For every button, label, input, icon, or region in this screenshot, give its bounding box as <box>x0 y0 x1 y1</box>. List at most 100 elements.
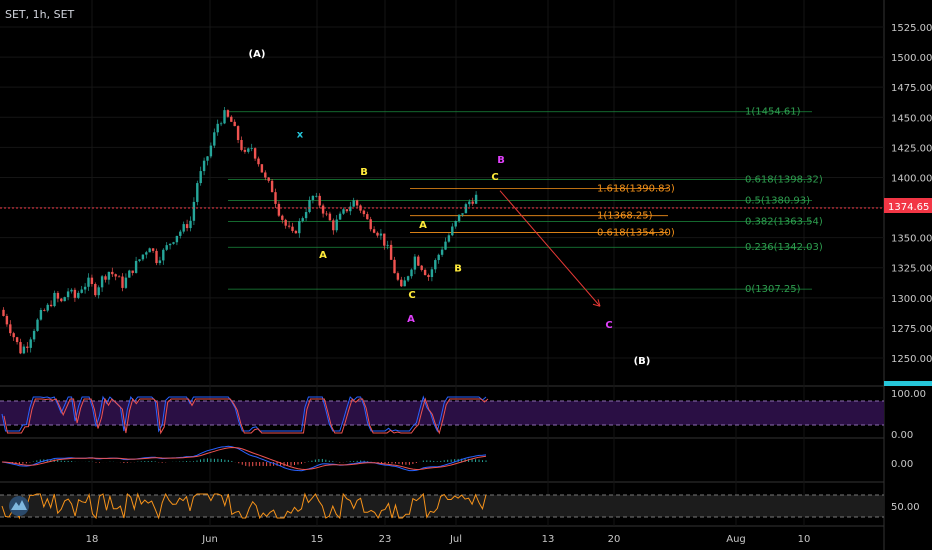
candle-body <box>141 254 145 260</box>
candle-body <box>155 250 158 264</box>
candlestick-series <box>2 106 478 355</box>
candle-body <box>417 256 420 266</box>
candle-body <box>423 269 427 276</box>
candle-body <box>301 218 304 222</box>
candle-body <box>366 214 369 220</box>
price-tick-label: 1300.00 <box>891 294 932 305</box>
time-tick-label: 23 <box>379 534 392 545</box>
wave-label: B <box>454 263 462 274</box>
candle-body <box>454 220 457 227</box>
candle-body <box>185 224 189 229</box>
tradingview-logo-icon[interactable] <box>9 496 29 516</box>
candle-body <box>332 220 335 231</box>
candle-body <box>338 213 342 220</box>
candle-body <box>287 225 291 227</box>
candle-body <box>158 260 162 264</box>
candle-body <box>389 244 393 260</box>
candle-body <box>73 289 77 298</box>
candle-body <box>247 148 250 152</box>
candle-body <box>165 245 168 250</box>
price-axis[interactable]: 1250.001275.001300.001325.001350.001375.… <box>891 23 932 365</box>
price-tick-label: 1500.00 <box>891 53 932 64</box>
candle-body <box>63 297 66 302</box>
candle-body <box>400 279 403 287</box>
candle-body <box>145 252 148 255</box>
candle-body <box>291 226 294 231</box>
fib-extension-label: 1.618(1390.83) <box>597 183 675 194</box>
indicator-axis: 100.00 0.00 0.00 50.00 <box>891 389 926 513</box>
fib-level-label: 0.236(1342.03) <box>745 242 823 253</box>
candle-body <box>430 269 434 277</box>
time-tick-label: Aug <box>726 534 746 545</box>
candle-body <box>53 292 56 307</box>
candle-body <box>253 148 257 159</box>
candle-body <box>19 342 22 354</box>
candle-body <box>216 123 219 133</box>
time-tick-label: Jul <box>449 534 462 545</box>
last-price-badge-text: 1374.65 <box>888 202 929 213</box>
wave-label: A <box>407 314 415 325</box>
rsi-tick-label: 50.00 <box>891 502 920 513</box>
time-tick-label: 10 <box>798 534 811 545</box>
candle-body <box>172 242 175 244</box>
candle-body <box>36 319 39 331</box>
candle-body <box>94 284 97 296</box>
time-axis[interactable]: 18 Jun 15 23 Jul 13 20 Aug 10 <box>86 534 811 545</box>
candle-body <box>148 248 151 253</box>
candle-body <box>243 149 247 152</box>
candle-body <box>12 333 15 338</box>
candle-body <box>2 309 5 316</box>
candle-body <box>335 219 338 231</box>
candle-body <box>179 231 182 236</box>
candle-body <box>420 265 423 270</box>
candle-body <box>386 244 389 246</box>
candle-body <box>457 214 461 221</box>
candle-body <box>270 180 274 193</box>
candle-body <box>9 324 12 334</box>
candle-body <box>240 140 243 150</box>
candle-body <box>43 309 46 311</box>
candle-body <box>90 277 94 285</box>
candle-body <box>250 148 253 149</box>
fib-level-label: 0.382(1363.54) <box>745 216 823 227</box>
candle-body <box>345 209 349 212</box>
time-tick-label: 15 <box>311 534 324 545</box>
candle-body <box>451 226 454 236</box>
candle-body <box>318 195 321 206</box>
time-tick-label: 20 <box>608 534 621 545</box>
candle-body <box>298 221 301 234</box>
price-tick-label: 1275.00 <box>891 324 932 335</box>
candle-body <box>396 273 400 280</box>
candle-body <box>49 304 53 307</box>
candle-body <box>264 172 267 178</box>
stochastic-tick-label: 0.00 <box>891 430 913 441</box>
candle-body <box>219 123 223 125</box>
candle-body <box>83 286 87 290</box>
candle-body <box>393 259 396 274</box>
price-tick-label: 1425.00 <box>891 143 932 154</box>
candle-body <box>5 315 9 325</box>
wave-label: B <box>360 167 368 178</box>
fibonacci-levels: 1(1454.61) 0.618(1398.32) 0.5(1380.93) 0.38… <box>228 107 823 295</box>
candle-body <box>202 160 206 172</box>
time-tick-label: Jun <box>201 534 218 545</box>
candle-body <box>461 213 464 215</box>
candle-body <box>15 337 19 343</box>
candle-body <box>437 254 440 261</box>
candle-body <box>29 339 32 348</box>
candle-body <box>128 270 131 278</box>
wave-label: (B) <box>634 356 651 367</box>
candle-body <box>199 171 202 184</box>
wave-label: C <box>408 290 415 301</box>
candle-body <box>124 277 128 288</box>
candle-body <box>39 309 43 320</box>
candle-body <box>355 200 359 206</box>
fib-level-label: 0.618(1398.32) <box>745 174 823 185</box>
macd-tick-label: 0.00 <box>891 459 913 470</box>
grid-lines <box>0 0 884 526</box>
candle-body <box>440 249 444 255</box>
candle-body <box>77 292 80 298</box>
candle-body <box>321 205 325 214</box>
projection-arrowhead <box>592 299 601 307</box>
